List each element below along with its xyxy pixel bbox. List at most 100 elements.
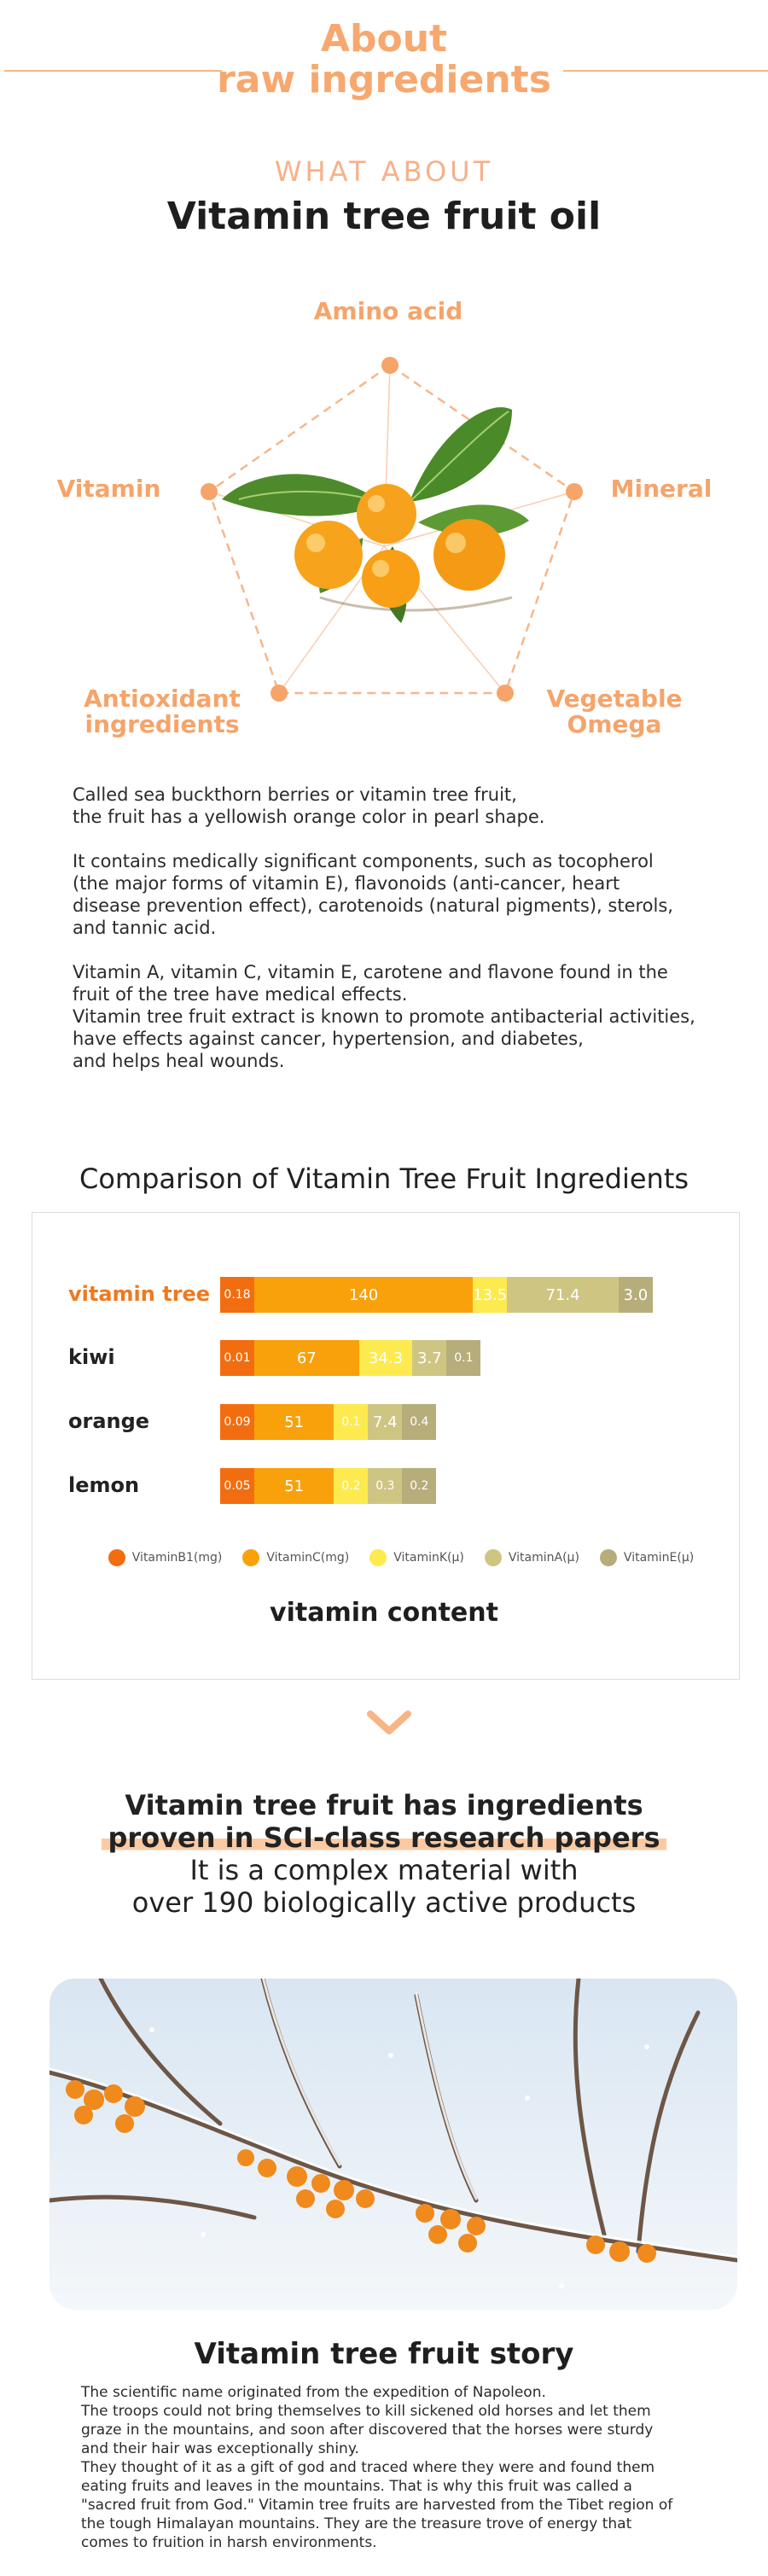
legend-label: VitaminE(μ) bbox=[623, 1551, 695, 1565]
chart-category-label: lemon bbox=[68, 1473, 140, 1497]
chart-bar-segment: 0.1 bbox=[334, 1404, 369, 1440]
legend-item: VitaminC(mg) bbox=[242, 1549, 349, 1566]
desc-line: disease prevention effect), carotenoids … bbox=[73, 895, 673, 916]
label-antioxidant: Antioxidant ingredients bbox=[68, 686, 256, 737]
label-vegetable-omega-line1: Vegetable bbox=[546, 685, 683, 713]
section-title: Vitamin tree fruit oil bbox=[166, 195, 602, 238]
legend-label: VitaminA(μ) bbox=[508, 1551, 579, 1565]
label-amino-acid: Amino acid bbox=[313, 297, 463, 325]
chart-category-label: orange bbox=[68, 1409, 150, 1433]
desc-line: fruit of the tree have medical effects. bbox=[73, 984, 408, 1005]
desc-line: Vitamin A, vitamin C, vitamin E, caroten… bbox=[73, 962, 668, 982]
story-line: The scientific name originated from the … bbox=[81, 2384, 546, 2401]
chart-bar-segment: 0.2 bbox=[334, 1468, 369, 1504]
label-antioxidant-line1: Antioxidant bbox=[84, 685, 241, 713]
legend-swatch bbox=[599, 1549, 617, 1566]
vertex-dot-top bbox=[381, 357, 399, 374]
pentagon-diagram bbox=[201, 357, 583, 702]
legend-swatch bbox=[484, 1549, 502, 1566]
legend-label: VitaminC(mg) bbox=[266, 1551, 350, 1565]
vertex-dot-bottom-right bbox=[497, 685, 514, 702]
chart-bar-segment: 0.4 bbox=[402, 1404, 437, 1440]
chart-bar-segment: 0.01 bbox=[220, 1340, 254, 1376]
desc-line: and helps heal wounds. bbox=[73, 1051, 285, 1071]
story-line: and their hair was exceptionally shiny. bbox=[81, 2440, 359, 2457]
chart-bar-segment: 0.1 bbox=[446, 1340, 481, 1376]
chart-bar-segment: 71.4 bbox=[507, 1277, 619, 1313]
comparison-title: Comparison of Vitamin Tree Fruit Ingredi… bbox=[79, 1163, 689, 1195]
chart-bar-segment: 0.05 bbox=[220, 1468, 254, 1504]
chart-stacked-bar: 0.09 51 0.1 7.4 0.4 bbox=[220, 1404, 437, 1440]
chart-bar-segment: 13.5 bbox=[473, 1277, 508, 1313]
label-antioxidant-line2: ingredients bbox=[84, 710, 240, 738]
label-vegetable-omega: Vegetable Omega bbox=[521, 686, 708, 737]
chart-bar-segment: 0.2 bbox=[402, 1468, 437, 1504]
label-mineral: Mineral bbox=[610, 475, 713, 503]
header-divider-right bbox=[563, 70, 768, 72]
page-title: About raw ingredients bbox=[0, 19, 768, 101]
fruit-description: Called sea buckthorn berries or vitamin … bbox=[73, 784, 738, 1094]
chart-legend: VitaminB1(mg) VitaminC(mg) VitaminK(μ) Vita… bbox=[102, 1549, 700, 1566]
page-title-line1: About bbox=[320, 17, 448, 61]
desc-line: (the major forms of vitamin E), flavonoi… bbox=[73, 873, 620, 894]
chart-stacked-bar: 0.01 67 34.3 3.7 0.1 bbox=[220, 1340, 481, 1376]
desc-line: Called sea buckthorn berries or vitamin … bbox=[73, 784, 517, 805]
chart-x-label: vitamin content bbox=[270, 1598, 498, 1628]
story-text: The scientific name originated from the … bbox=[81, 2383, 730, 2552]
legend-swatch bbox=[242, 1549, 260, 1566]
chart-stacked-bar: 0.18 140 13.5 71.4 3.0 bbox=[220, 1277, 653, 1313]
chart-bar-segment: 3.0 bbox=[618, 1277, 653, 1313]
vertex-dot-left bbox=[201, 483, 218, 500]
legend-label: VitaminK(μ) bbox=[393, 1551, 464, 1565]
chart-bar-segment: 0.18 bbox=[220, 1277, 254, 1313]
sea-buckthorn-snow-image bbox=[49, 1979, 737, 2310]
chart-bar-segment: 67 bbox=[254, 1340, 359, 1376]
desc-line: It contains medically significant compon… bbox=[73, 851, 654, 871]
chart-bar-segment: 3.7 bbox=[412, 1340, 447, 1376]
story-line: The troops could not bring themselves to… bbox=[81, 2403, 651, 2420]
story-line: They thought of it as a gift of god and … bbox=[81, 2459, 655, 2476]
desc-line: the fruit has a yellowish orange color i… bbox=[73, 807, 545, 827]
legend-item: VitaminB1(mg) bbox=[108, 1549, 223, 1566]
story-line: comes to fruition in harsh environments. bbox=[81, 2534, 377, 2551]
vertex-dot-bottom-left bbox=[271, 685, 288, 702]
chevron-down-icon bbox=[367, 1711, 411, 1734]
desc-paragraph: Vitamin A, vitamin C, vitamin E, caroten… bbox=[73, 961, 738, 1072]
chart-bar-segment: 7.4 bbox=[368, 1404, 403, 1440]
desc-paragraph: Called sea buckthorn berries or vitamin … bbox=[73, 784, 738, 828]
desc-line: and tannic acid. bbox=[73, 918, 217, 938]
legend-label: VitaminB1(mg) bbox=[131, 1551, 223, 1565]
chart-stacked-bar: 0.05 51 0.2 0.3 0.2 bbox=[220, 1468, 437, 1504]
sci-line3: It is a complex material with bbox=[189, 1854, 579, 1886]
legend-swatch bbox=[108, 1549, 125, 1566]
chart-category-label: vitamin tree bbox=[68, 1282, 211, 1306]
vertex-dot-right bbox=[566, 483, 583, 500]
legend-item: VitaminA(μ) bbox=[484, 1549, 579, 1566]
label-vitamin: Vitamin bbox=[56, 475, 161, 503]
ingredient-pentagon: Amino acid Vitamin Mineral Antioxidant i… bbox=[34, 290, 734, 768]
desc-paragraph: It contains medically significant compon… bbox=[73, 850, 738, 939]
story-line: graze in the mountains, and soon after d… bbox=[81, 2422, 654, 2439]
story-title: Vitamin tree fruit story bbox=[194, 2337, 574, 2371]
sci-line4: over 190 biologically active products bbox=[131, 1886, 637, 1919]
sci-statement: Vitamin tree fruit has ingredients prove… bbox=[0, 1789, 768, 1919]
snowy-branch-photo bbox=[49, 1979, 737, 2310]
page-title-line2: raw ingredients bbox=[217, 58, 551, 102]
legend-swatch bbox=[369, 1549, 387, 1566]
chart-bar-segment: 51 bbox=[254, 1468, 335, 1504]
story-line: "sacred fruit from God." Vitamin tree fr… bbox=[81, 2497, 673, 2514]
chart-category-label: kiwi bbox=[68, 1345, 115, 1369]
desc-line: Vitamin tree fruit extract is known to p… bbox=[73, 1006, 695, 1027]
chart-bar-segment: 0.3 bbox=[368, 1468, 403, 1504]
desc-line: have effects against cancer, hypertensio… bbox=[73, 1029, 584, 1049]
label-vegetable-omega-line2: Omega bbox=[567, 710, 662, 738]
sci-line2-highlight: proven in SCI-class research papers bbox=[101, 1821, 667, 1854]
sea-buckthorn-illustration bbox=[222, 407, 529, 623]
story-line: the tough Himalayan mountains. They are … bbox=[81, 2515, 632, 2532]
sci-line1: Vitamin tree fruit has ingredients bbox=[125, 1789, 643, 1821]
legend-item: VitaminE(μ) bbox=[599, 1549, 695, 1566]
chart-bar-segment: 34.3 bbox=[358, 1340, 413, 1376]
header-divider-left bbox=[4, 70, 222, 72]
legend-item: VitaminK(μ) bbox=[369, 1549, 464, 1566]
page-header: About raw ingredients bbox=[0, 0, 768, 111]
